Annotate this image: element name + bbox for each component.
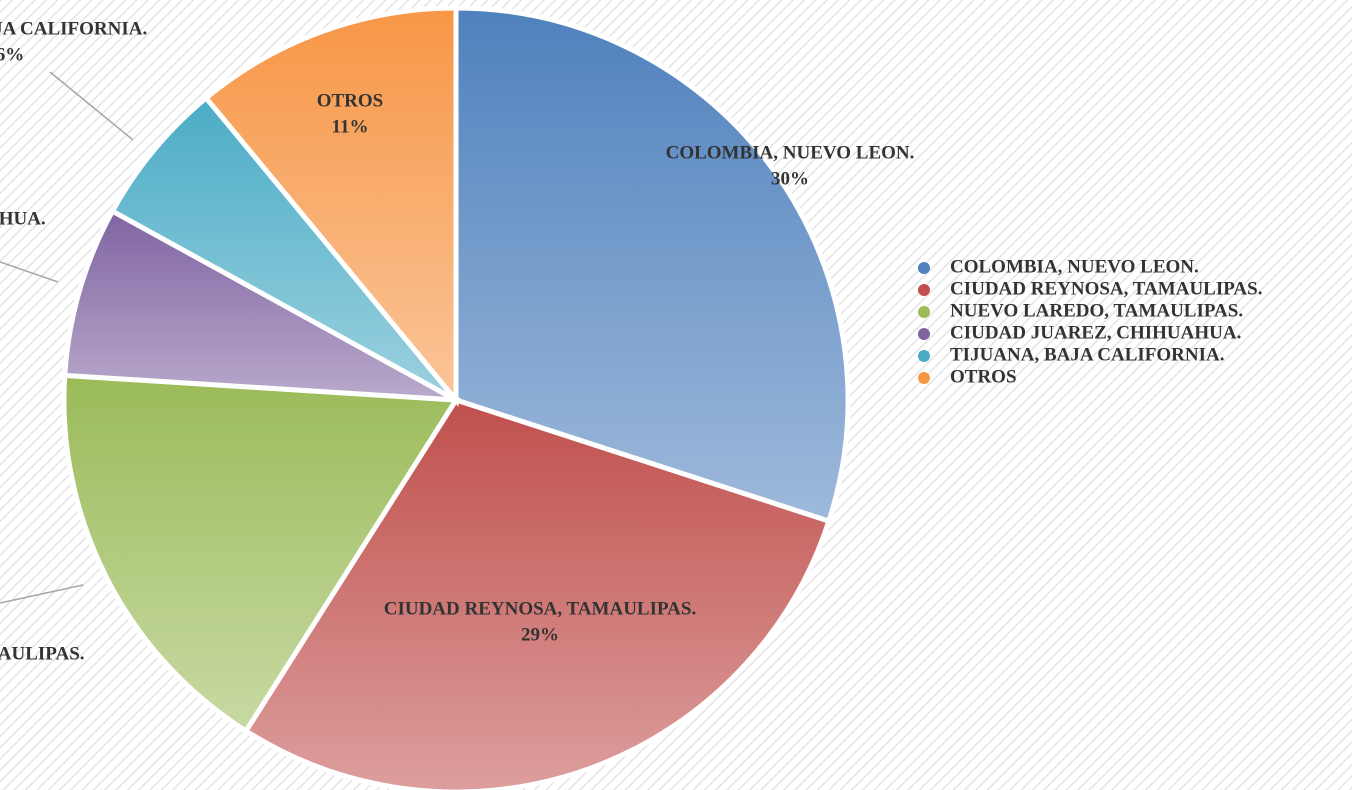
legend-label: OTROS bbox=[950, 366, 1017, 387]
slice-shine bbox=[245, 400, 829, 790]
slice-shine bbox=[64, 211, 456, 400]
data-label-value: 30% bbox=[771, 168, 809, 189]
legend-marker bbox=[918, 350, 930, 362]
legend-label: NUEVO LAREDO, TAMAULIPAS. bbox=[950, 300, 1243, 321]
data-label-name: NUEVO LAREDO, TAMAULIPAS. bbox=[0, 643, 85, 664]
data-label-name: TIJUANA, BAJA CALIFORNIA. bbox=[0, 18, 147, 39]
slice-shine bbox=[456, 8, 848, 522]
legend-marker bbox=[918, 328, 930, 340]
leader-line bbox=[0, 261, 59, 283]
legend-label: COLOMBIA, NUEVO LEON. bbox=[950, 256, 1199, 277]
data-label-value: 29% bbox=[521, 624, 559, 645]
slice-shine bbox=[112, 97, 456, 401]
leader-line bbox=[0, 584, 84, 604]
slice-shine bbox=[63, 375, 456, 731]
legend-marker bbox=[918, 372, 930, 384]
data-label-name: OTROS bbox=[317, 90, 384, 111]
legend-label: CIUDAD REYNOSA, TAMAULIPAS. bbox=[950, 278, 1262, 299]
data-label-value: 11% bbox=[332, 116, 369, 137]
data-label-name: CIUDAD JUAREZ, CHIHUAHUA. bbox=[0, 208, 46, 229]
data-label-name: CIUDAD REYNOSA, TAMAULIPAS. bbox=[384, 598, 696, 619]
legend-marker bbox=[918, 262, 930, 274]
legend-marker bbox=[918, 306, 930, 318]
legend-marker bbox=[918, 284, 930, 296]
slice-shine bbox=[206, 8, 456, 400]
data-label-value: 6% bbox=[0, 44, 24, 65]
data-label-name: COLOMBIA, NUEVO LEON. bbox=[666, 142, 915, 163]
leader-line bbox=[49, 71, 134, 141]
legend-label: CIUDAD JUAREZ, CHIHUAHUA. bbox=[950, 322, 1241, 343]
legend-label: TIJUANA, BAJA CALIFORNIA. bbox=[950, 344, 1224, 365]
